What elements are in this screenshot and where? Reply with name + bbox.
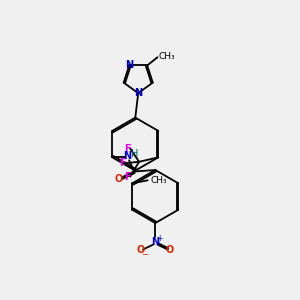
- Text: N: N: [125, 61, 133, 70]
- Text: CH₃: CH₃: [159, 52, 175, 61]
- Text: F: F: [124, 143, 131, 154]
- Text: H: H: [131, 149, 139, 159]
- Text: O: O: [114, 174, 122, 184]
- Text: N: N: [151, 237, 159, 247]
- Text: +: +: [156, 234, 162, 243]
- Text: N: N: [124, 152, 132, 161]
- Text: F: F: [124, 172, 131, 182]
- Text: CH₃: CH₃: [150, 176, 167, 185]
- Text: F: F: [119, 158, 126, 168]
- Text: O: O: [136, 245, 145, 255]
- Text: −: −: [141, 250, 148, 259]
- Text: O: O: [166, 245, 174, 255]
- Text: N: N: [134, 88, 142, 98]
